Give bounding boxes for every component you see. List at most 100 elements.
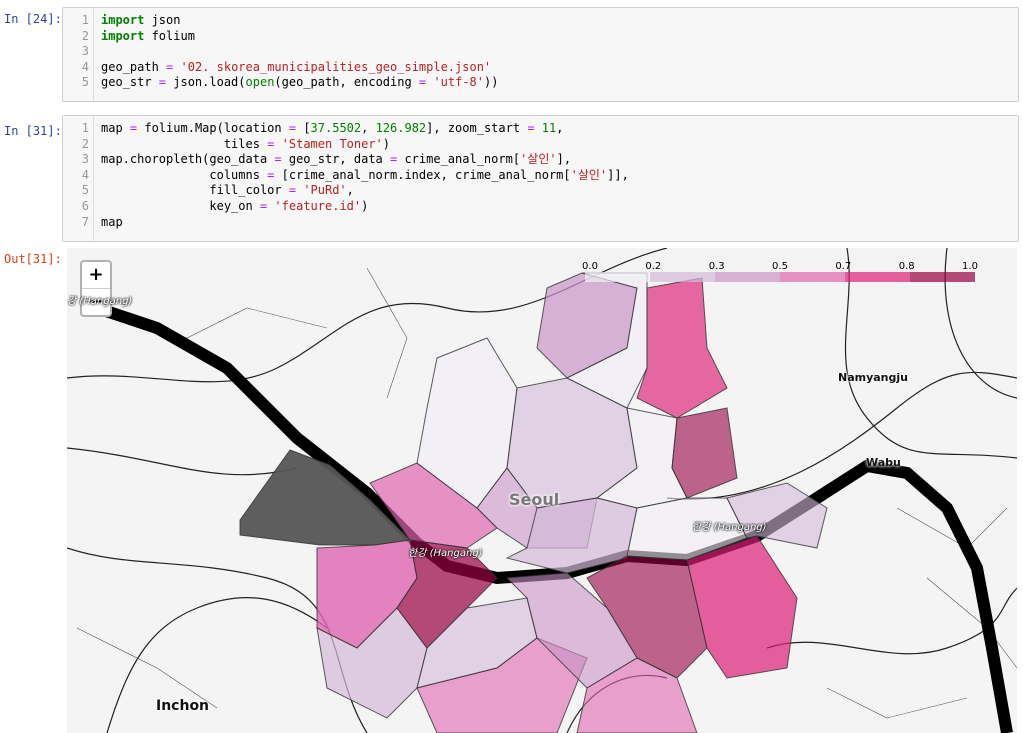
zoom-control[interactable]: + −	[80, 260, 112, 317]
line-number: 3	[81, 152, 89, 167]
legend-swatch	[715, 272, 780, 282]
token: geo_path	[101, 59, 167, 74]
legend-tick: 0.8	[898, 261, 915, 272]
code-text: fill_color = 'PuRd',	[101, 183, 354, 199]
token: =	[527, 121, 535, 135]
token: import	[101, 13, 145, 27]
line-number: 5	[81, 183, 89, 198]
token: ],	[556, 152, 572, 167]
code-line: 7 map	[63, 215, 1018, 231]
token: =	[267, 167, 275, 182]
token: ], zoom_start	[426, 121, 528, 135]
code-text: columns = [crime_anal_norm.index, crime_…	[101, 167, 628, 184]
code-line: 2 tiles = 'Stamen Toner')	[63, 137, 1018, 153]
districts	[239, 272, 828, 733]
place-label: 한강 (Hangang)	[692, 522, 767, 533]
legend-swatch	[780, 272, 845, 282]
token: 11	[541, 121, 557, 135]
legend-swatch	[650, 272, 715, 282]
prompt: In [24]:	[4, 12, 62, 26]
map-tiles	[67, 248, 1017, 733]
code-lines: 1 import json 2 import folium 3 4 geo_path = '…	[63, 13, 1018, 91]
code-text: import json	[101, 13, 180, 29]
code-cell[interactable]: 1 map = folium.Map(location = [37.5502, 1…	[62, 115, 1019, 242]
token: tiles	[101, 136, 268, 151]
token: key_on	[101, 198, 260, 213]
code-line: 1 import json	[63, 13, 1018, 29]
legend-tick: 0.7	[835, 261, 852, 272]
legend-tick: 0.3	[708, 261, 725, 272]
token: 37.5502	[310, 121, 362, 135]
zoom-out[interactable]: −	[82, 288, 110, 315]
token: =	[288, 121, 297, 135]
token: folium.Map(location	[137, 121, 289, 135]
map[interactable]: + − 0.0 0.2 0.3 0.5 0.7 0.8 1.0 Namyangju Wabu…	[67, 248, 1017, 733]
token: =	[418, 75, 427, 90]
token: ,	[361, 121, 376, 135]
token: ))	[483, 75, 499, 90]
line-number: 1	[81, 13, 89, 27]
token: json.load(	[166, 75, 246, 90]
place-label: Namyangju	[838, 371, 908, 384]
place-label: 강 (Hangang)	[67, 296, 133, 307]
prompt: Out[31]:	[4, 252, 62, 266]
code-text: geo_str = json.load(open(geo_path, encod…	[101, 75, 498, 91]
token: map	[101, 121, 130, 135]
line-number: 3	[81, 44, 89, 59]
code-line: 4 columns = [crime_anal_norm.index, crim…	[63, 168, 1018, 184]
zoom-in[interactable]: +	[88, 264, 104, 285]
token: =	[274, 152, 282, 167]
code-text: geo_path = '02. skorea_municipalities_ge…	[101, 60, 491, 76]
token: (geo_path, encoding	[274, 75, 419, 90]
token: 'utf-8'	[433, 75, 484, 90]
line-number: 7	[81, 214, 89, 229]
token: )	[361, 198, 369, 213]
legend-swatch	[910, 272, 975, 282]
line-number: 6	[81, 198, 89, 213]
token: geo_str	[101, 75, 159, 90]
place-label: Inchon	[156, 698, 210, 714]
code-line: 2 import folium	[63, 29, 1018, 45]
legend-tick: 0.0	[582, 261, 598, 272]
token: =	[390, 152, 398, 167]
token: =	[288, 183, 297, 198]
code-text: map = folium.Map(location = [37.5502, 12…	[101, 121, 563, 137]
token: 'PuRd'	[303, 183, 347, 198]
place-label: Wabu	[866, 456, 901, 469]
token: geo_str, data	[281, 152, 390, 167]
code-lines: 1 map = folium.Map(location = [37.5502, 1…	[63, 121, 1018, 230]
code-cell[interactable]: 1 import json 2 import folium 3 4 geo_path = '…	[62, 7, 1019, 102]
token: '살인'	[570, 167, 608, 182]
code-line: 6 key_on = 'feature.id')	[63, 199, 1018, 215]
code-text: map.choropleth(geo_data = geo_str, data …	[101, 152, 571, 168]
token: '02. skorea_municipalities_geo_simple.js…	[180, 59, 492, 74]
token: fill_color	[101, 183, 289, 198]
token: ,	[346, 183, 354, 198]
token: 'feature.id'	[274, 198, 362, 213]
token: map.choropleth(geo_data	[101, 152, 275, 167]
prompt: In [31]:	[4, 124, 62, 138]
token: [crime_anal_norm.index, crime_anal_norm[	[274, 167, 571, 182]
code-line: 3 map.choropleth(geo_data = geo_str, data…	[63, 152, 1018, 168]
token: map	[101, 214, 123, 229]
token: =	[259, 198, 268, 213]
token: =	[129, 121, 138, 135]
token: json	[144, 13, 181, 27]
token: =	[267, 136, 275, 151]
legend-swatch	[845, 272, 910, 282]
token: '살인'	[520, 152, 557, 167]
line-number: 4	[81, 59, 89, 74]
gutter	[63, 116, 94, 241]
code-line: 3	[63, 44, 1018, 60]
token: columns	[101, 167, 268, 182]
token: ,	[556, 121, 564, 135]
code-line: 5 fill_color = 'PuRd',	[63, 183, 1018, 199]
code-line: 4 geo_path = '02. skorea_municipalities_g…	[63, 60, 1018, 76]
token: folium	[144, 28, 195, 43]
token: =	[166, 59, 174, 74]
code-text: map	[101, 215, 123, 231]
legend	[585, 272, 975, 282]
line-number: 4	[81, 167, 89, 182]
code-text: key_on = 'feature.id')	[101, 199, 368, 215]
